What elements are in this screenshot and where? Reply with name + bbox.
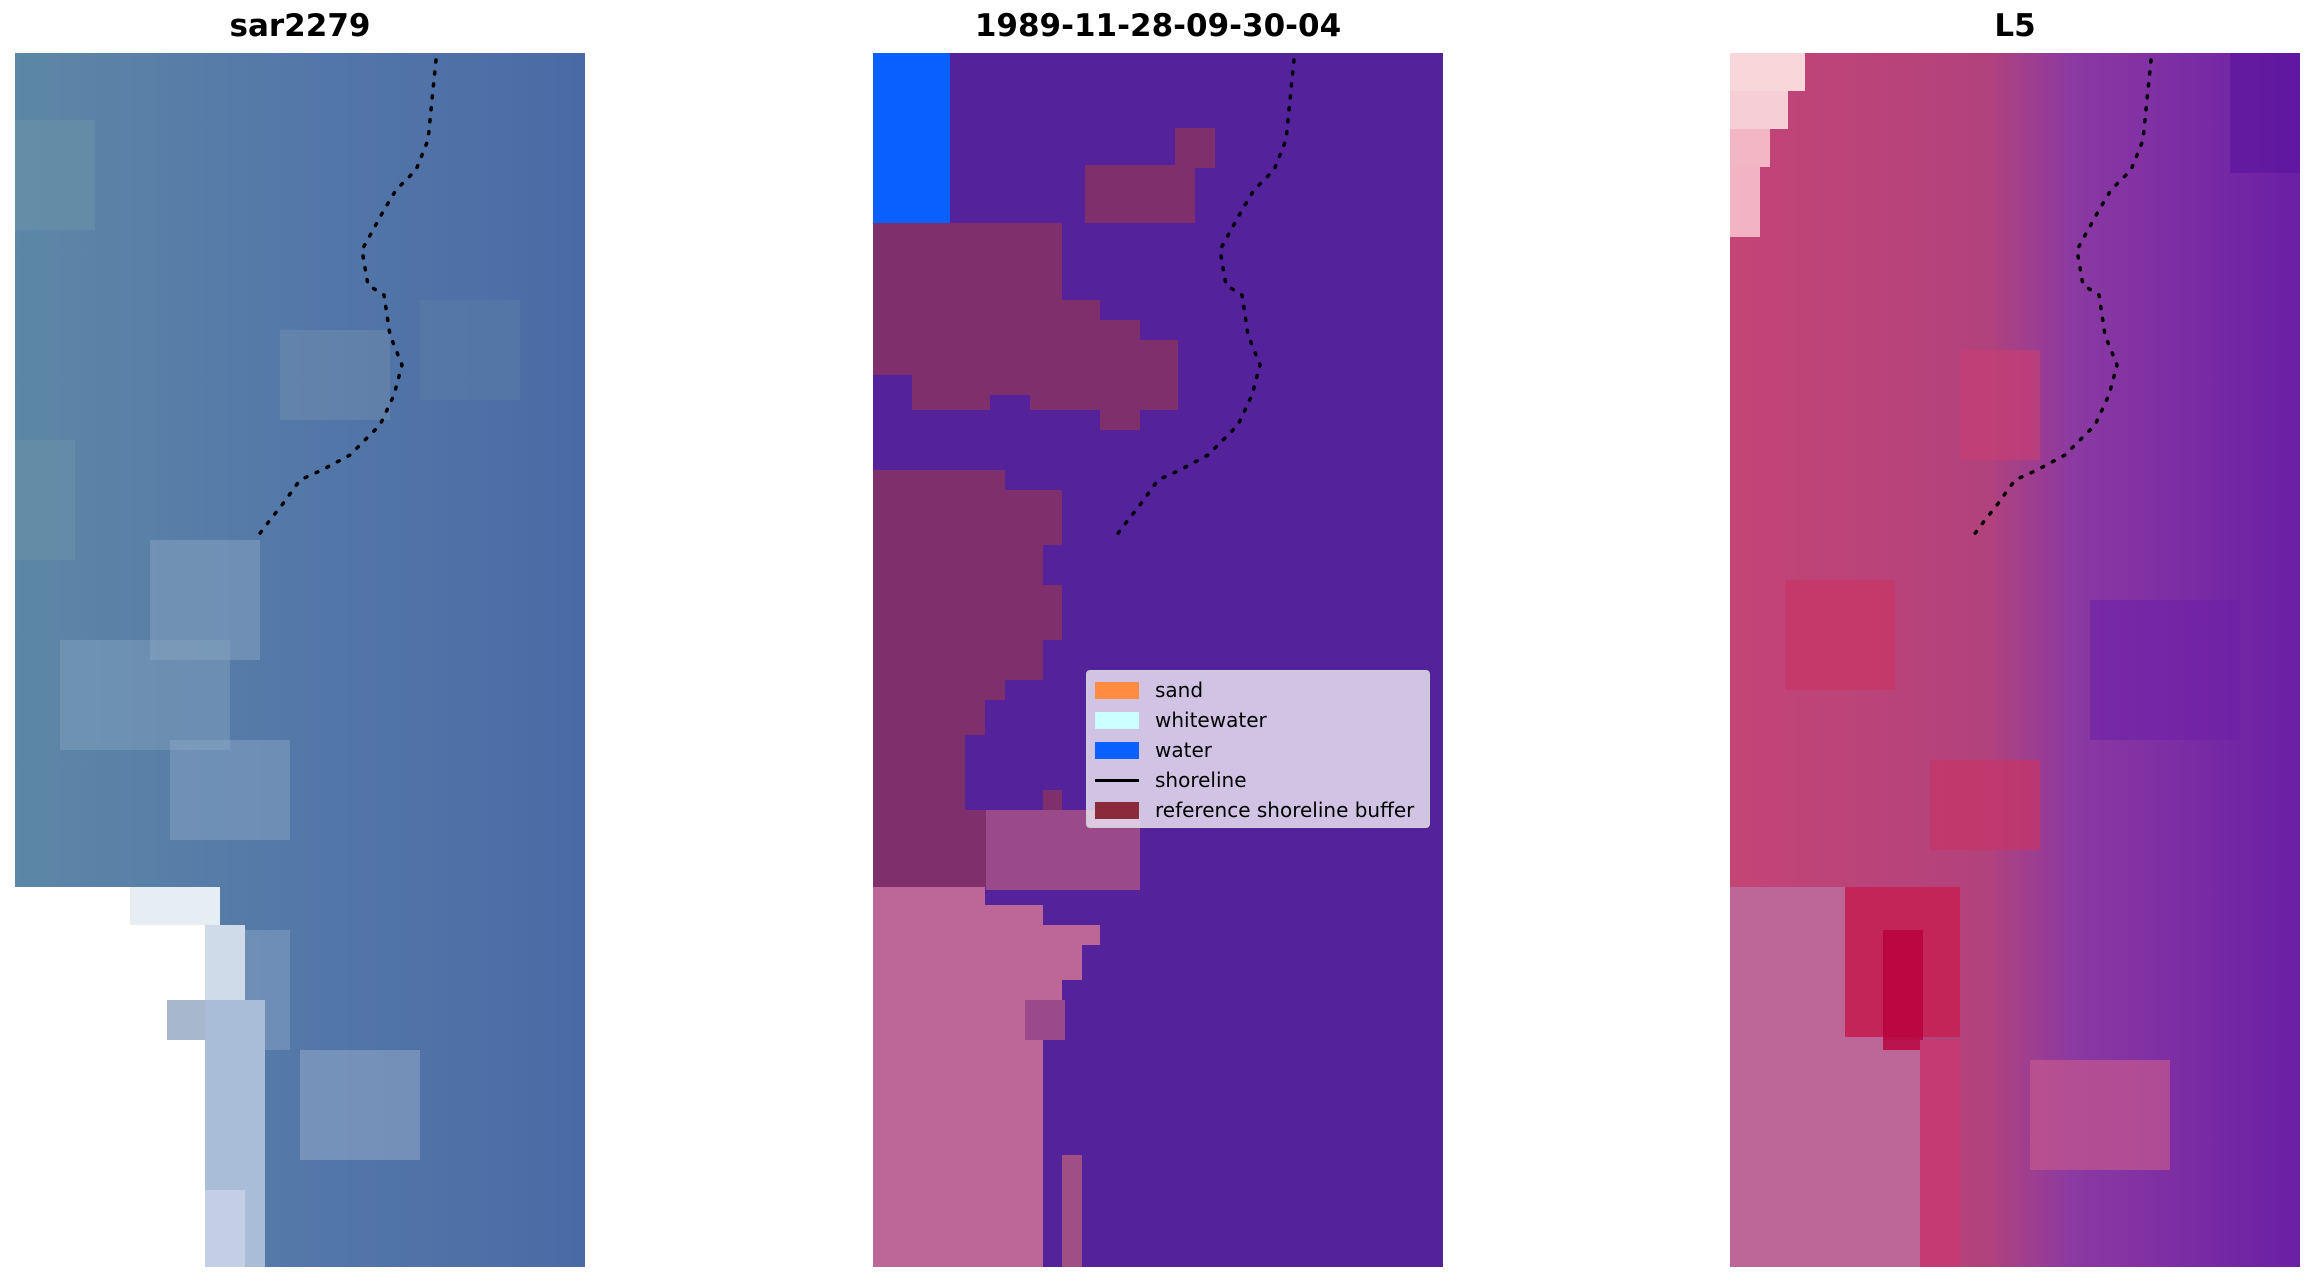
legend: sand whitewater water shoreline referenc… [1086,670,1430,828]
classification-panel [873,53,1443,1267]
legend-item-buffer: reference shoreline buffer [1095,795,1421,825]
legend-item-whitewater: whitewater [1095,705,1421,735]
buffer-swatch [1095,801,1139,819]
panel-title-3: L5 [1994,8,2036,44]
legend-label-buffer: reference shoreline buffer [1155,798,1415,822]
l5-panel [1730,53,2300,1267]
legend-label-water: water [1155,738,1212,762]
panel-title-1: sar2279 [229,8,371,44]
whitewater-swatch [1095,711,1139,729]
legend-item-shoreline: shoreline [1095,765,1421,795]
legend-label-whitewater: whitewater [1155,708,1267,732]
legend-item-water: water [1095,735,1421,765]
legend-item-sand: sand [1095,675,1421,705]
legend-label-shoreline: shoreline [1155,768,1247,792]
sand-swatch [1095,681,1139,699]
shoreline-swatch [1095,778,1139,782]
water-swatch [1095,741,1139,759]
legend-label-sand: sand [1155,678,1204,702]
satellite-image-panel [15,53,585,1267]
panel-title-2: 1989-11-28-09-30-04 [974,8,1342,44]
